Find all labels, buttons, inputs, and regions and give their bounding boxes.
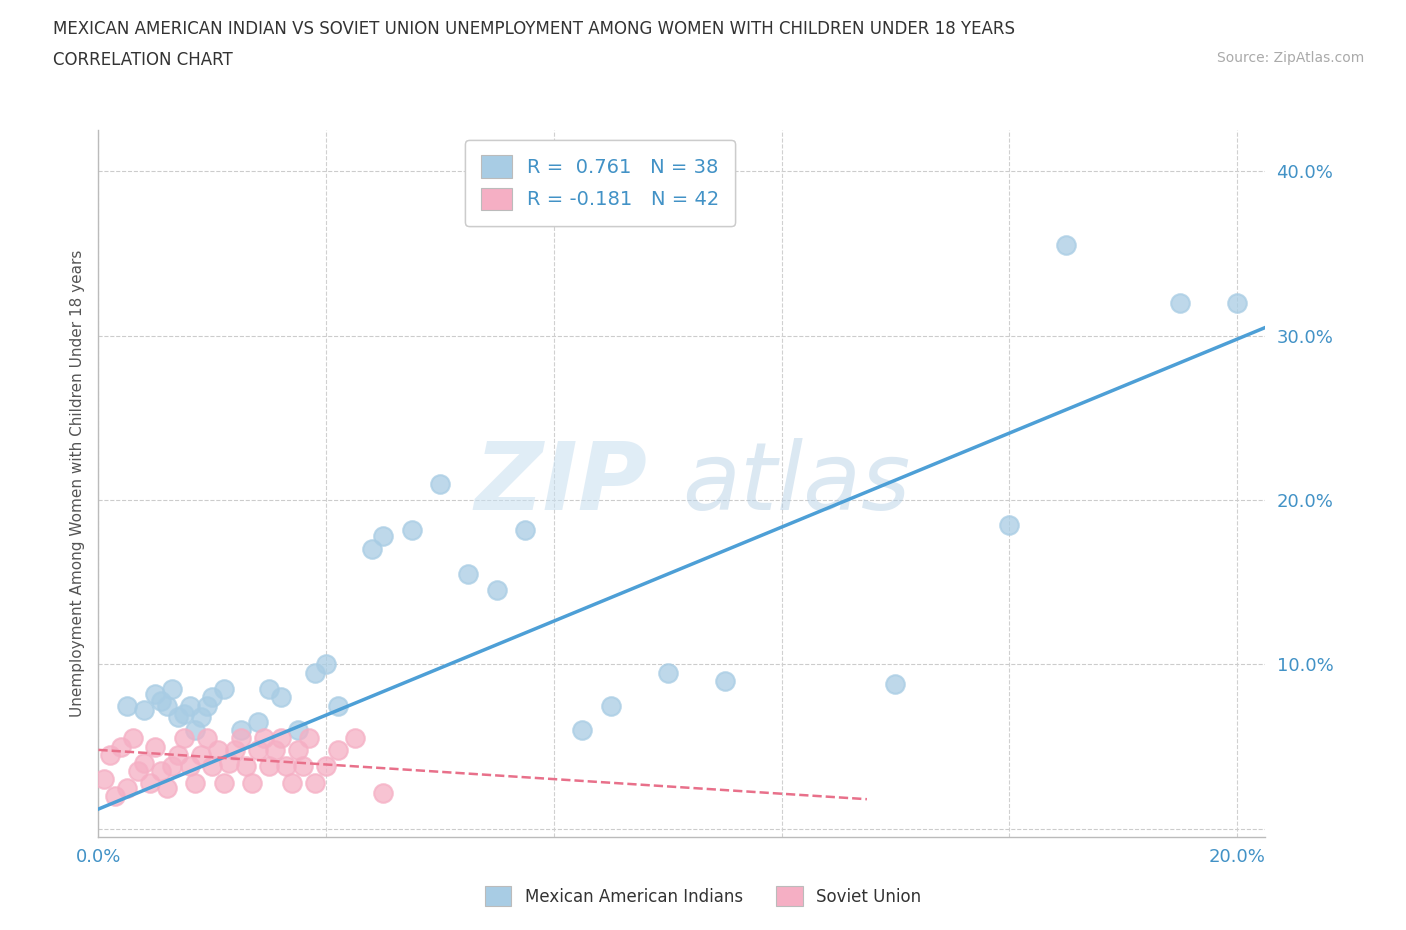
Point (190, 748, 212, 763)
Point (179, 759, 201, 774)
Point (1168, 296, 1191, 311)
Point (195, 731, 218, 746)
Point (212, 682, 235, 697)
Point (599, 698, 621, 713)
Point (229, 731, 252, 746)
Y-axis label: Unemployment Among Women with Children Under 18 years: Unemployment Among Women with Children U… (69, 250, 84, 717)
Point (115, 698, 138, 713)
Point (304, 665, 326, 680)
Text: Source: ZipAtlas.com: Source: ZipAtlas.com (1216, 51, 1364, 65)
Point (212, 776, 235, 790)
Legend: Mexican American Indians, Soviet Union: Mexican American Indians, Soviet Union (478, 880, 928, 912)
Point (104, 789, 127, 804)
Point (156, 698, 179, 713)
Point (270, 690, 292, 705)
Point (287, 742, 309, 757)
Point (156, 780, 179, 795)
Point (1054, 238, 1077, 253)
Point (115, 780, 138, 795)
Point (884, 677, 907, 692)
Point (264, 742, 287, 757)
Point (184, 723, 207, 737)
Point (252, 731, 274, 746)
Point (240, 776, 263, 790)
Point (371, 785, 394, 800)
Point (998, 517, 1021, 532)
Point (110, 739, 132, 754)
Point (457, 566, 479, 581)
Point (173, 706, 195, 721)
Point (143, 739, 166, 754)
Point (173, 731, 195, 746)
Text: atlas: atlas (682, 438, 910, 529)
Point (132, 703, 155, 718)
Point (315, 657, 337, 671)
Point (270, 731, 292, 746)
Point (257, 682, 280, 697)
Point (93, 772, 115, 787)
Point (401, 522, 423, 537)
Point (360, 542, 382, 557)
Point (229, 723, 252, 737)
Point (326, 742, 349, 757)
Point (485, 583, 508, 598)
Point (1226, 296, 1249, 311)
Point (292, 759, 315, 774)
Point (150, 693, 173, 708)
Point (98, 748, 121, 763)
Point (121, 731, 143, 746)
Point (167, 710, 190, 724)
Point (127, 764, 149, 778)
Point (371, 529, 394, 544)
Point (190, 710, 212, 724)
Point (343, 731, 366, 746)
Point (138, 776, 160, 790)
Point (246, 742, 269, 757)
Point (713, 673, 735, 688)
Point (184, 776, 207, 790)
Point (257, 759, 280, 774)
Legend: R =  0.761   N = 38, R = -0.181   N = 42: R = 0.761 N = 38, R = -0.181 N = 42 (465, 140, 735, 226)
Point (429, 476, 451, 491)
Point (326, 698, 349, 713)
Point (515, 522, 537, 537)
Point (218, 755, 240, 770)
Point (195, 698, 218, 713)
Text: CORRELATION CHART: CORRELATION CHART (53, 51, 233, 69)
Point (201, 690, 224, 705)
Point (150, 764, 173, 778)
Point (162, 759, 184, 774)
Text: MEXICAN AMERICAN INDIAN VS SOVIET UNION UNEMPLOYMENT AMONG WOMEN WITH CHILDREN U: MEXICAN AMERICAN INDIAN VS SOVIET UNION … (53, 20, 1015, 38)
Point (224, 742, 246, 757)
Text: ZIP: ZIP (474, 438, 647, 529)
Point (162, 682, 184, 697)
Point (179, 698, 201, 713)
Point (207, 742, 229, 757)
Point (281, 776, 304, 790)
Point (132, 755, 155, 770)
Point (167, 748, 190, 763)
Point (287, 723, 309, 737)
Point (304, 776, 326, 790)
Point (298, 731, 321, 746)
Point (201, 759, 224, 774)
Point (571, 723, 593, 737)
Point (657, 665, 679, 680)
Point (235, 759, 257, 774)
Point (276, 759, 298, 774)
Point (246, 714, 269, 729)
Point (143, 686, 166, 701)
Point (315, 759, 337, 774)
